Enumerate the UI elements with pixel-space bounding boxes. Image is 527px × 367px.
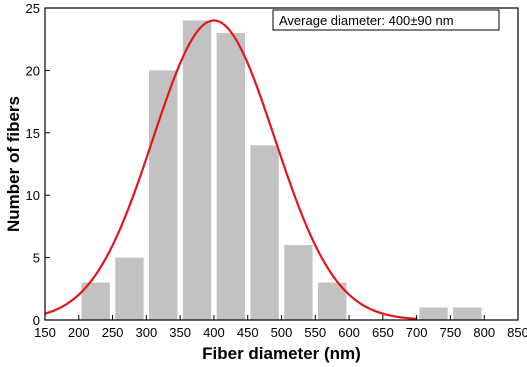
x-tick-label: 700 xyxy=(406,325,428,340)
histogram-bar xyxy=(284,245,313,320)
y-tick-label: 25 xyxy=(26,1,40,16)
x-tick-label: 200 xyxy=(68,325,90,340)
x-tick-label: 850 xyxy=(507,325,527,340)
y-tick-label: 10 xyxy=(26,188,40,203)
x-axis-title: Fiber diameter (nm) xyxy=(202,344,361,363)
histogram-bar xyxy=(149,70,178,321)
y-axis-title: Number of fibers xyxy=(4,96,23,232)
bars-group xyxy=(81,20,482,321)
histogram-bar xyxy=(250,145,279,320)
average-diameter-annotation: Average diameter: 400±90 nm xyxy=(279,13,454,28)
x-tick-label: 550 xyxy=(304,325,326,340)
histogram-bar xyxy=(115,257,144,320)
y-tick-label: 0 xyxy=(33,313,40,328)
y-tick-label: 20 xyxy=(26,63,40,78)
x-tick-label: 650 xyxy=(372,325,394,340)
gaussian-fit-curve xyxy=(44,19,417,320)
x-tick-label: 750 xyxy=(440,325,462,340)
x-tick-label: 600 xyxy=(338,325,360,340)
histogram-bar xyxy=(182,20,212,320)
histogram-bar xyxy=(216,32,246,321)
histogram-bar xyxy=(81,282,110,320)
y-tick-label: 5 xyxy=(33,251,40,266)
histogram-bar xyxy=(419,307,448,320)
x-tick-label: 250 xyxy=(102,325,124,340)
histogram-bar xyxy=(317,282,347,320)
x-tick-label: 150 xyxy=(34,325,56,340)
y-axis: 0 5 10 15 20 25 xyxy=(26,1,50,328)
x-tick-label: 450 xyxy=(237,325,259,340)
x-tick-label: 350 xyxy=(169,325,191,340)
legend-box: Average diameter: 400±90 nm xyxy=(272,9,500,31)
x-tick-label: 400 xyxy=(203,325,225,340)
x-tick-label: 500 xyxy=(271,325,293,340)
x-axis: 150 200 250 300 350 400 450 500 550 600 650 700 750 8… xyxy=(34,315,527,340)
legend-border xyxy=(272,9,500,31)
x-tick-label: 300 xyxy=(136,325,158,340)
histogram-bar xyxy=(453,307,482,320)
y-tick-label: 15 xyxy=(26,126,40,141)
x-tick-label: 800 xyxy=(473,325,495,340)
